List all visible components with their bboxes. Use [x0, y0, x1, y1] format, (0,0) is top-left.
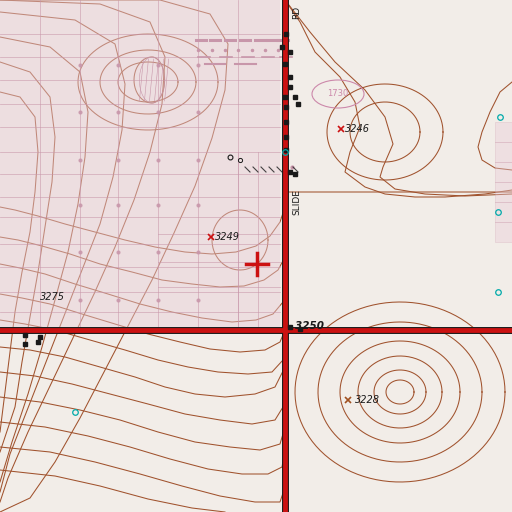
Polygon shape	[0, 0, 280, 330]
Text: RD: RD	[292, 6, 302, 18]
Text: 3249: 3249	[215, 232, 240, 242]
Bar	[495, 122, 512, 242]
Text: 1730: 1730	[327, 90, 349, 98]
Text: 3246: 3246	[345, 124, 370, 134]
Text: 3250: 3250	[295, 321, 324, 331]
Text: 3275: 3275	[40, 292, 65, 302]
Text: SLIDE: SLIDE	[292, 189, 302, 215]
Text: 3228: 3228	[355, 395, 380, 405]
